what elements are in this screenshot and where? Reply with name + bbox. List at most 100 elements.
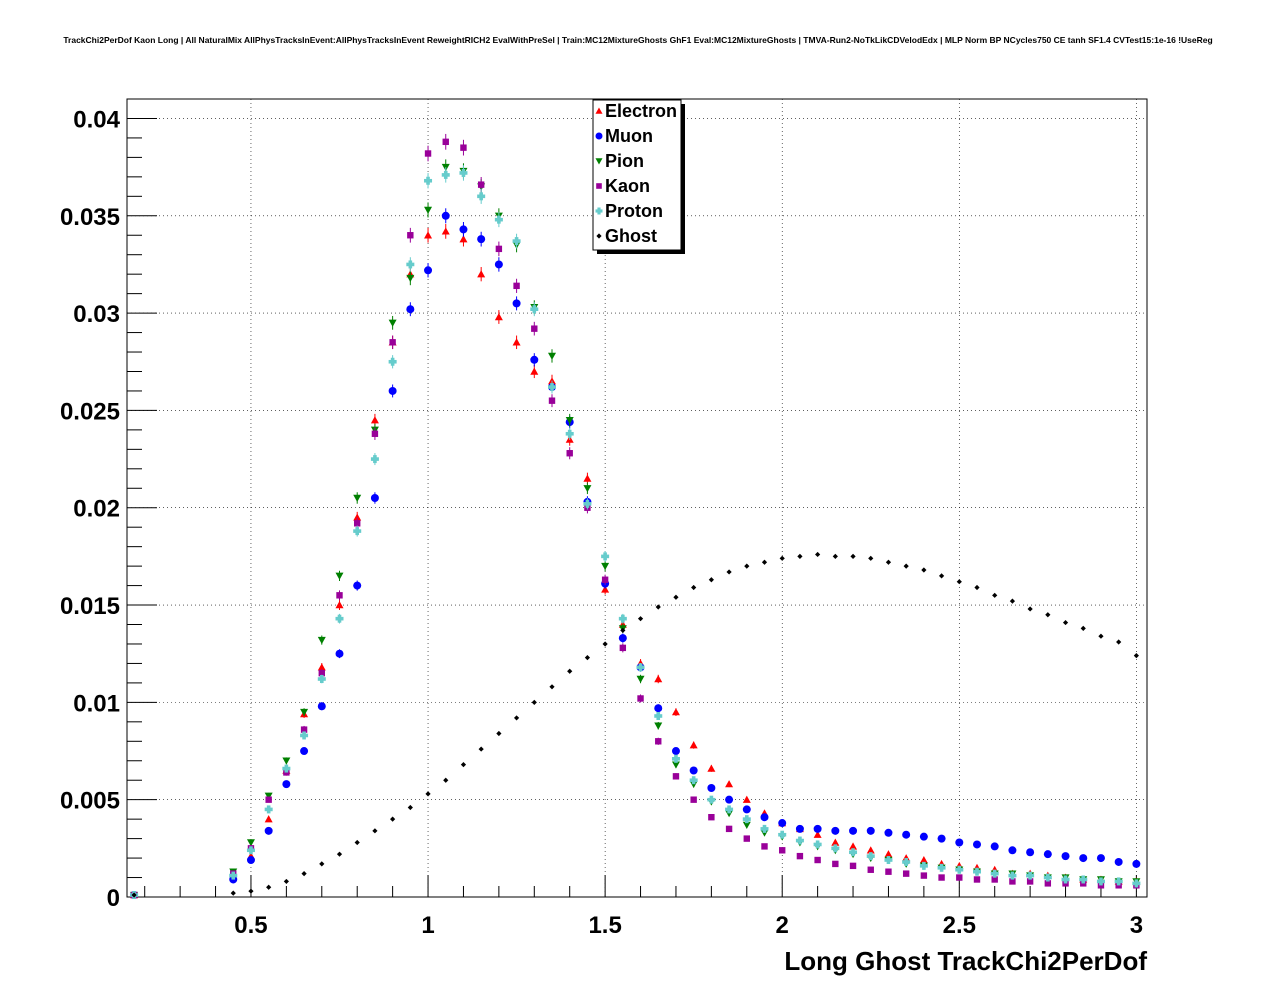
data-point bbox=[530, 355, 539, 364]
legend-marker-pion bbox=[595, 158, 603, 165]
data-point bbox=[742, 821, 751, 829]
data-point bbox=[866, 846, 875, 854]
data-point bbox=[388, 357, 397, 366]
data-point bbox=[406, 305, 415, 314]
data-point bbox=[248, 888, 254, 894]
y-tick-label: 0.025 bbox=[60, 398, 120, 425]
series-ghost bbox=[131, 551, 1139, 898]
data-point bbox=[868, 555, 874, 561]
data-point bbox=[655, 738, 662, 745]
data-point bbox=[567, 668, 573, 674]
data-point bbox=[441, 227, 450, 235]
data-point bbox=[620, 627, 626, 633]
data-point bbox=[583, 499, 592, 508]
x-tick-label: 3 bbox=[1130, 912, 1143, 939]
data-point bbox=[636, 675, 645, 684]
data-point bbox=[779, 555, 785, 561]
data-point bbox=[264, 792, 273, 800]
data-point bbox=[1061, 875, 1070, 884]
data-point bbox=[902, 854, 911, 862]
data-point bbox=[919, 832, 928, 841]
data-point bbox=[1061, 852, 1070, 861]
data-point bbox=[460, 762, 467, 768]
data-point bbox=[530, 367, 539, 375]
data-point bbox=[230, 890, 236, 896]
data-point bbox=[671, 761, 680, 769]
data-point bbox=[336, 592, 343, 599]
data-point bbox=[282, 764, 291, 773]
data-point bbox=[443, 777, 449, 783]
data-point bbox=[744, 563, 750, 569]
data-point bbox=[867, 866, 874, 873]
data-point bbox=[371, 430, 379, 437]
data-point bbox=[390, 816, 396, 822]
data-point bbox=[902, 857, 911, 866]
data-point bbox=[406, 274, 415, 283]
data-point bbox=[655, 604, 661, 610]
data-point bbox=[796, 852, 804, 860]
data-point bbox=[565, 416, 574, 425]
data-point bbox=[335, 601, 344, 609]
data-point bbox=[441, 170, 450, 179]
data-point bbox=[885, 559, 892, 565]
data-point bbox=[477, 270, 486, 278]
data-point bbox=[531, 699, 537, 705]
y-tick-label: 0 bbox=[107, 885, 120, 912]
x-tick-label: 1.5 bbox=[588, 912, 621, 939]
legend-label-ghost: Ghost bbox=[605, 226, 657, 246]
data-point bbox=[584, 655, 591, 661]
data-point bbox=[849, 862, 857, 870]
legend-label-pion: Pion bbox=[605, 151, 644, 171]
data-point bbox=[937, 834, 946, 843]
data-point bbox=[406, 260, 415, 269]
y-tick-label: 0.04 bbox=[73, 106, 120, 133]
data-point bbox=[530, 305, 539, 314]
data-point bbox=[813, 824, 822, 833]
data-point bbox=[424, 231, 433, 239]
data-point bbox=[601, 562, 610, 571]
data-point bbox=[336, 851, 343, 857]
data-point bbox=[317, 663, 326, 671]
data-point bbox=[672, 773, 680, 780]
data-point bbox=[673, 594, 679, 600]
data-point bbox=[354, 520, 361, 527]
data-point bbox=[424, 206, 433, 214]
data-point bbox=[1026, 848, 1035, 857]
data-point bbox=[548, 383, 556, 392]
data-point bbox=[513, 715, 520, 721]
data-point bbox=[1133, 653, 1139, 659]
data-point bbox=[849, 848, 858, 857]
data-point bbox=[1098, 633, 1104, 639]
data-point bbox=[795, 824, 804, 833]
data-point bbox=[742, 795, 751, 803]
data-point bbox=[938, 573, 945, 579]
data-point bbox=[1043, 850, 1052, 859]
data-point bbox=[1132, 879, 1141, 888]
data-point bbox=[990, 842, 999, 851]
data-point bbox=[760, 813, 769, 822]
data-point bbox=[973, 840, 981, 849]
data-point bbox=[565, 429, 574, 438]
data-point bbox=[512, 237, 521, 246]
data-point bbox=[654, 675, 663, 683]
data-point bbox=[691, 584, 697, 591]
y-tick-label: 0.02 bbox=[73, 496, 120, 523]
x-tick-label: 2.5 bbox=[943, 912, 976, 939]
legend-marker-proton bbox=[595, 207, 603, 215]
data-point bbox=[884, 850, 893, 858]
data-point bbox=[566, 450, 573, 457]
data-point bbox=[389, 339, 396, 346]
data-point bbox=[246, 856, 255, 865]
data-point bbox=[637, 695, 644, 702]
data-point bbox=[884, 856, 893, 865]
data-point bbox=[335, 572, 344, 580]
data-point bbox=[335, 614, 344, 623]
data-point bbox=[1027, 606, 1033, 612]
data-point bbox=[637, 616, 644, 622]
data-point bbox=[1008, 846, 1017, 855]
data-point bbox=[814, 856, 821, 864]
y-tick-label: 0.015 bbox=[60, 593, 120, 620]
data-point bbox=[372, 828, 378, 834]
data-point bbox=[1008, 871, 1017, 880]
data-point bbox=[601, 576, 609, 583]
